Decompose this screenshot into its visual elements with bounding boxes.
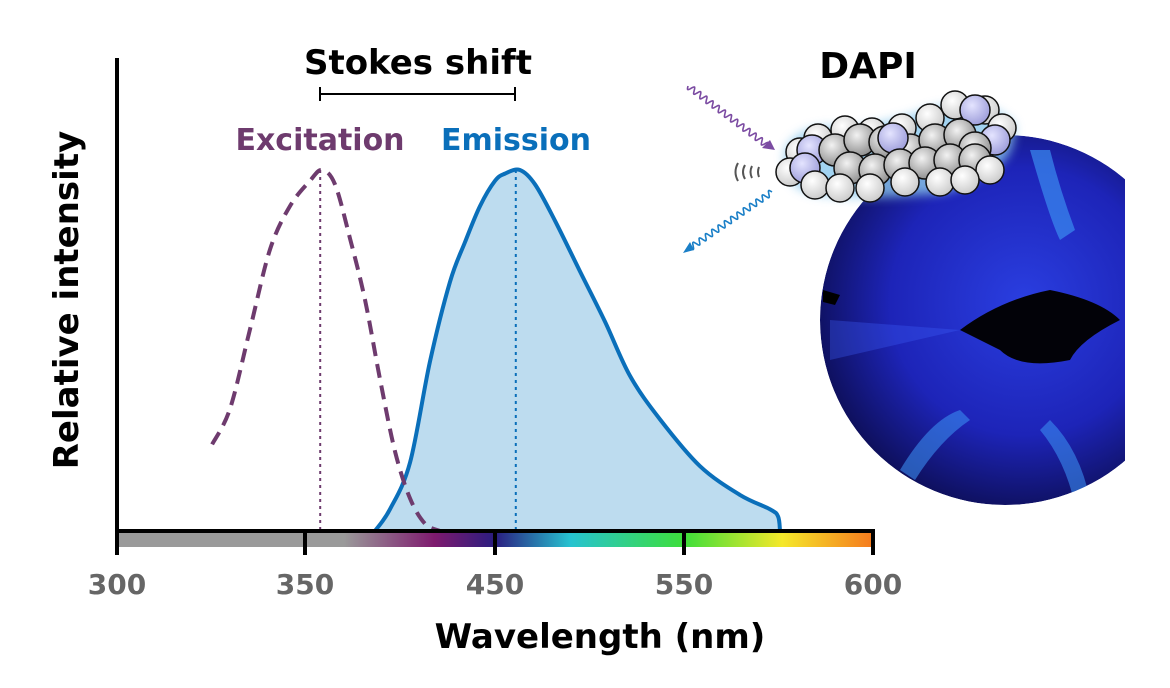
dye-label: DAPI — [819, 46, 917, 87]
atom — [800, 170, 830, 200]
atom — [877, 122, 909, 154]
atom — [855, 173, 885, 203]
excitation-label: Excitation — [235, 123, 404, 158]
emission-curve — [373, 167, 783, 533]
excitation-curve — [210, 167, 441, 533]
atom — [825, 173, 855, 203]
x-tick-label: 550 — [655, 568, 713, 601]
excitation-light-arrow — [686, 85, 775, 150]
x-tick-label: 600 — [844, 568, 902, 601]
y-axis-label: Relative intensity — [47, 131, 87, 470]
vibration-icon — [734, 162, 760, 182]
atom — [959, 94, 991, 126]
emission-light-arrow — [683, 189, 773, 253]
x-tick-label: 450 — [466, 568, 524, 601]
x-axis-label: Wavelength (nm) — [435, 617, 766, 657]
x-tick-label: 300 — [88, 568, 146, 601]
atom — [950, 165, 980, 195]
dapi-stained-tissue-image — [820, 135, 1125, 505]
atom — [925, 167, 955, 197]
emission-label: Emission — [441, 123, 591, 158]
atom — [890, 167, 920, 197]
dapi-molecule-model — [775, 90, 1017, 203]
x-tick-label: 350 — [276, 568, 334, 601]
emission-area — [374, 169, 781, 531]
stokes-shift-label: Stokes shift — [304, 43, 532, 83]
stokes-shift-bracket — [319, 87, 516, 101]
atom — [975, 155, 1005, 185]
